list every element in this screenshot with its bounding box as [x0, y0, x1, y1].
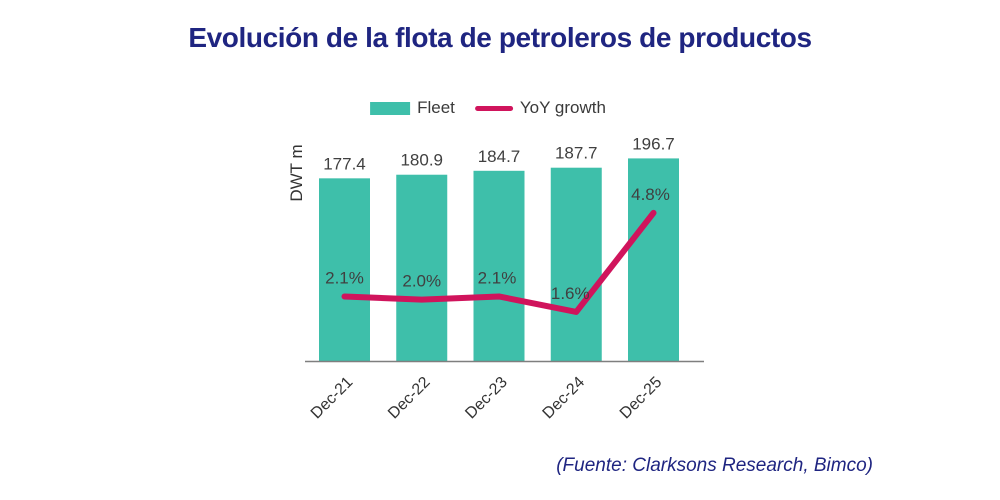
legend-item-fleet: Fleet: [370, 98, 455, 118]
bar-value-label: 187.7: [555, 144, 598, 163]
yoy-value-label: 2.1%: [325, 268, 364, 287]
source-note: (Fuente: Clarksons Research, Bimco): [556, 455, 873, 476]
x-tick-label: Dec-21: [308, 374, 357, 423]
bar-value-label: 196.7: [632, 134, 675, 153]
legend-label-fleet: Fleet: [417, 98, 455, 117]
fleet-swatch-icon: [370, 101, 411, 115]
x-tick-label: Dec-22: [385, 374, 434, 423]
yoy-value-label: 4.8%: [631, 185, 670, 204]
fleet-bar-Dec-23: [473, 170, 525, 362]
yoy-value-label: 2.1%: [478, 268, 517, 287]
bar-value-label: 177.4: [323, 154, 366, 173]
yoy-growth-swatch-icon: [474, 105, 513, 111]
x-tick-label: Dec-23: [462, 374, 511, 423]
fleet-bar-Dec-24: [550, 167, 602, 362]
legend-label-yoy: YoY growth: [519, 98, 606, 117]
yoy-value-label: 1.6%: [551, 284, 590, 303]
x-tick-label: Dec-25: [617, 374, 666, 423]
legend: Fleet YoY growth: [370, 98, 606, 118]
yoy-growth-line: [341, 209, 657, 315]
bar-value-label: 180.9: [400, 151, 443, 170]
fleet-bar-Dec-25: [628, 158, 679, 362]
chart-title: Evolución de la flota de petroleros de p…: [188, 22, 812, 53]
x-tick-label: Dec-24: [540, 374, 589, 423]
yoy-value-label: 2.0%: [402, 272, 441, 291]
fleet-bar-Dec-21: [319, 178, 370, 362]
legend-item-yoy: YoY growth: [474, 98, 606, 118]
bar-value-label: 184.7: [478, 147, 521, 166]
fleet-bar-Dec-22: [396, 174, 448, 362]
